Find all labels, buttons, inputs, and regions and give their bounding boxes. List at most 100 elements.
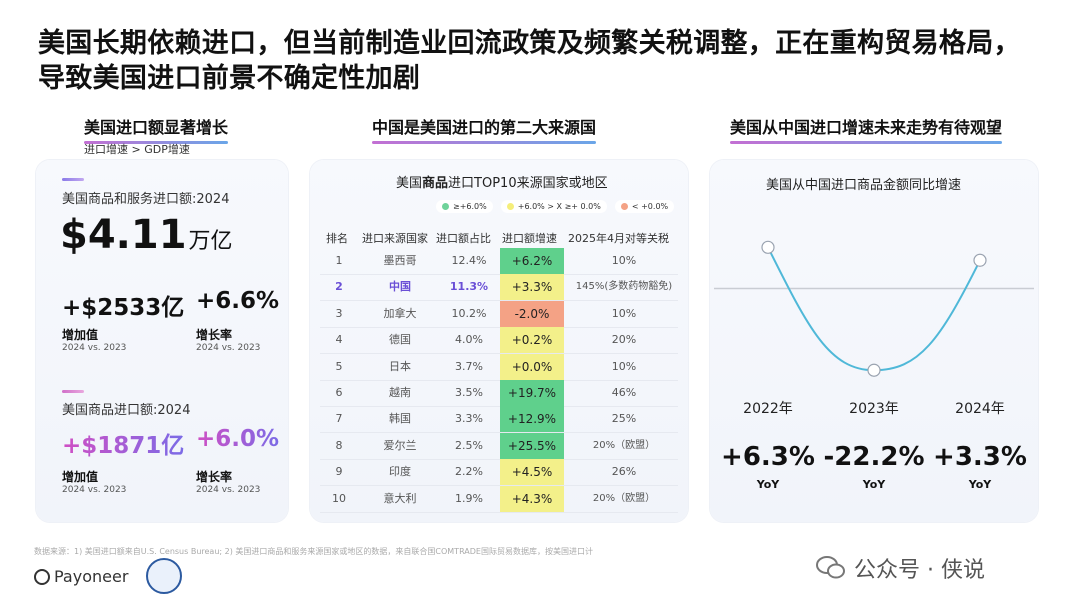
country-cell: 德国	[389, 333, 411, 347]
growth-cell: +0.2%	[500, 327, 564, 354]
rank-cell: 9	[335, 465, 343, 479]
growth-cell: +0.0%	[500, 353, 564, 380]
compare-1a: 2024 vs. 2023	[62, 343, 127, 353]
table-row: 8 爱尔兰 2.5% +25.5% 20%（欧盟）	[310, 432, 688, 460]
data-label: -22.2%	[823, 442, 925, 472]
tariff-cell: 20%（欧盟）	[592, 492, 656, 504]
tariff-cell: 145%(多数药物豁免)	[575, 281, 673, 293]
legend-mid: +6.0% > X ≥+ 0.0%	[500, 200, 607, 213]
payoneer-ring-icon	[34, 568, 50, 585]
wechat-watermark: 公众号 · 侠说	[816, 552, 985, 584]
increase-value-2: +$1871亿	[62, 426, 184, 460]
tariff-cell: 26%	[611, 465, 637, 479]
legend-dot	[442, 203, 449, 210]
table-row: 6 越南 3.5% +19.7% 46%	[310, 380, 688, 407]
table-legend: ≥+6.0% +6.0% > X ≥+ 0.0% < +0.0%	[436, 200, 675, 213]
table-row: 4 德国 4.0% +0.2% 20%	[310, 327, 688, 355]
share-cell: 3.7%	[455, 359, 483, 373]
legend-low: < +0.0%	[614, 200, 675, 213]
rank-cell: 4	[335, 333, 343, 347]
country-cell: 印度	[389, 465, 411, 479]
table-row: 10 意大利 1.9% +4.3% 20%（欧盟）	[310, 485, 688, 513]
title-underline	[372, 141, 597, 144]
row-separator	[320, 432, 678, 434]
table-row: 7 韩国 3.3% +12.9% 25%	[310, 406, 688, 434]
row-separator	[320, 300, 678, 302]
payoneer-logo: Payoneer	[34, 567, 128, 586]
rank-cell: 3	[335, 306, 343, 320]
growth-cell: +4.5%	[500, 459, 564, 486]
rank-cell: 10	[332, 491, 346, 505]
country-cell: 中国	[389, 280, 411, 294]
compare-2a: 2024 vs. 2023	[62, 485, 127, 495]
tariff-cell: 10%	[611, 359, 637, 373]
growth-rate-1: +6.6%	[196, 288, 280, 314]
headline: 美国长期依赖进口，但当前制造业回流政策及频繁关税调整，正在重构贸易格局，导致美国…	[38, 28, 1021, 94]
header-rank: 排名	[326, 232, 348, 245]
table-row: 5 日本 3.7% +0.0% 10%	[310, 353, 688, 381]
accent-bar-2	[62, 390, 84, 393]
row-separator	[320, 511, 678, 513]
data-point	[973, 253, 987, 267]
tariff-cell: 10%	[611, 306, 637, 320]
compare-2b: 2024 vs. 2023	[196, 485, 261, 495]
line-chart-title: 美国从中国进口商品金额同比增速	[766, 178, 962, 193]
increase-value-1: +$2533亿	[62, 295, 185, 321]
share-cell: 4.0%	[455, 333, 483, 347]
country-cell: 加拿大	[383, 306, 417, 320]
increase-caption-1: 增加值	[62, 328, 99, 342]
share-cell: 2.2%	[455, 465, 483, 479]
imports-summary-card: 美国商品和服务进口额:2024 $4.11万亿 +$2533亿 +6.6% 增加…	[36, 160, 288, 522]
share-cell: 12.4%	[451, 254, 487, 267]
country-cell: 越南	[389, 386, 411, 399]
yoy-label: YoY	[756, 478, 780, 491]
table-row: 3 加拿大 10.2% -2.0% 10%	[310, 300, 688, 328]
x-tick-label: 2023年	[849, 401, 899, 417]
country-cell: 意大利	[383, 491, 417, 505]
left-subnote: 进口增速 > GDP增速	[84, 143, 190, 156]
tariff-cell: 46%	[611, 386, 637, 399]
institute-seal-icon	[146, 558, 182, 594]
legend-dot	[506, 203, 514, 210]
row-separator	[320, 274, 678, 275]
x-tick-label: 2022年	[743, 401, 793, 417]
table-row: 2 中国 11.3% +3.3% 145%(多数药物豁免)	[310, 274, 688, 302]
tariff-cell: 10%	[611, 254, 637, 267]
country-cell: 日本	[389, 359, 411, 373]
share-cell: 3.3%	[455, 412, 483, 426]
data-point	[761, 240, 775, 254]
header-tariff: 2025年4月对等关税	[568, 232, 669, 245]
share-cell: 1.9%	[455, 491, 483, 505]
rank-cell: 1	[335, 254, 343, 267]
x-tick-label: 2024年	[955, 401, 1005, 417]
top10-table-card: 美国商品进口TOP10来源国家或地区 ≥+6.0% +6.0% > X ≥+ 0…	[310, 160, 688, 522]
tariff-cell: 20%（欧盟）	[592, 439, 656, 451]
title-underline	[730, 141, 1003, 144]
data-label: +3.3%	[933, 442, 1027, 472]
rank-cell: 5	[335, 359, 343, 373]
increase-caption-2: 增加值	[62, 470, 99, 484]
share-cell: 10.2%	[451, 306, 487, 320]
legend-high: ≥+6.0%	[436, 200, 493, 213]
growth-cell: +12.9%	[500, 406, 564, 433]
legend-dot	[620, 203, 628, 210]
middle-section-title: 中国是美国进口的第二大来源国	[372, 114, 597, 144]
total-imports-value: $4.11万亿	[60, 212, 233, 258]
right-section-title: 美国从中国进口增速未来走势有待观望	[730, 114, 1003, 144]
yoy-label: YoY	[862, 478, 886, 491]
country-cell: 爱尔兰	[383, 438, 417, 452]
data-source-footnote: 数据来源：1) 美国进口额来自U.S. Census Bureau; 2) 美国…	[34, 547, 593, 556]
header-growth: 进口额增速	[502, 232, 557, 245]
line-chart	[714, 240, 1034, 377]
china-growth-card: 美国从中国进口商品金额同比增速 2022年 +6.3% YoY 2023年 -22.2%…	[710, 160, 1038, 522]
row-separator	[320, 485, 678, 487]
tariff-cell: 20%	[611, 333, 637, 347]
goods-label: 美国商品进口额:2024	[62, 403, 191, 418]
accent-bar	[62, 178, 84, 181]
wechat-icon	[816, 556, 845, 579]
growth-cell: +4.3%	[500, 485, 564, 512]
compare-1b: 2024 vs. 2023	[196, 343, 261, 353]
country-cell: 墨西哥	[383, 254, 417, 267]
rank-cell: 8	[335, 438, 343, 452]
rank-cell: 2	[335, 280, 343, 294]
